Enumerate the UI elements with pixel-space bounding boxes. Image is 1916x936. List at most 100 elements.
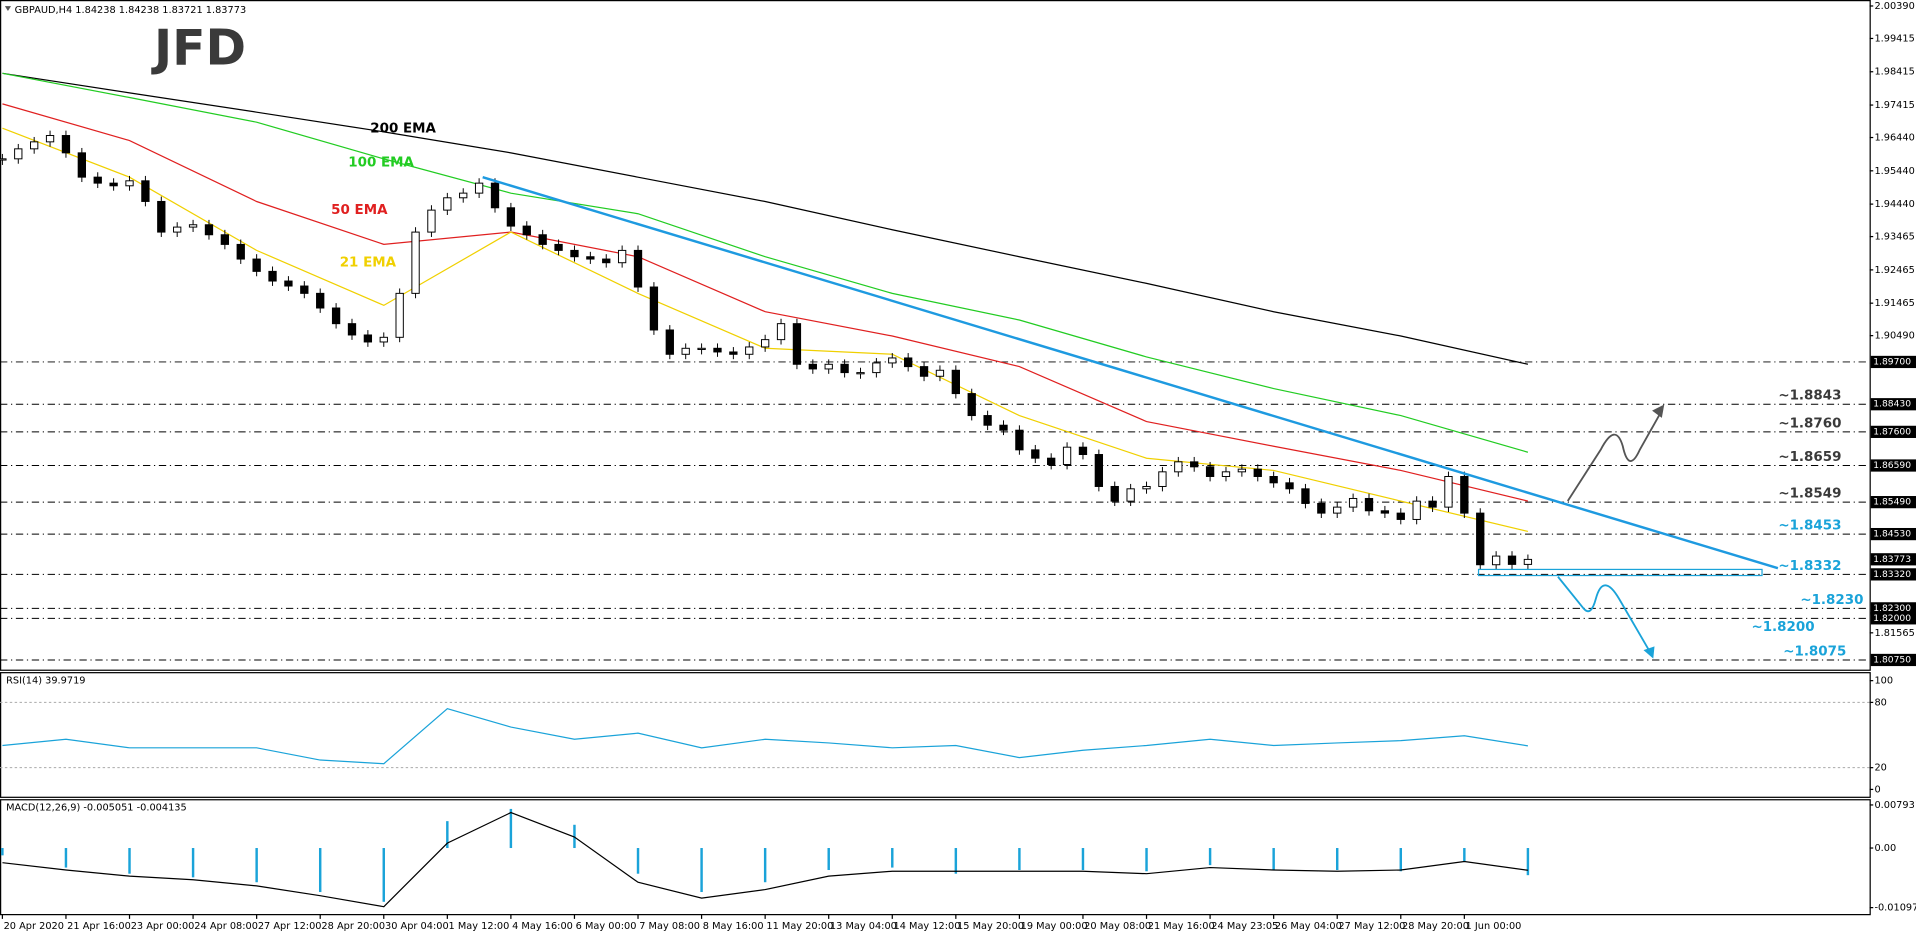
y-tick-label: 1.91465 [1874, 298, 1914, 309]
candle [45, 135, 55, 143]
y-tick-label: 1.93465 [1874, 232, 1914, 243]
x-tick-label: 14 May 12:00 [893, 921, 960, 932]
support-zone [1477, 568, 1763, 577]
x-tick-label: 20 Apr 2020 [4, 921, 64, 932]
x-tick-label: 13 May 04:00 [830, 921, 897, 932]
rsi-panel [0, 672, 1871, 798]
y-tick-label: 0.007931 [1874, 800, 1916, 811]
macd-bar [509, 808, 513, 849]
macd-bar [1526, 848, 1530, 876]
x-tick-label: 21 May 16:00 [1148, 921, 1215, 932]
candle [1301, 488, 1310, 504]
x-tick-label: 28 May 20:00 [1402, 921, 1469, 932]
candle [983, 415, 992, 426]
candle [1062, 446, 1072, 465]
ema-line [2, 103, 1529, 502]
candle [1507, 555, 1517, 565]
candle [1158, 471, 1167, 487]
candle [204, 224, 214, 236]
candle [697, 347, 706, 351]
candle [443, 197, 452, 211]
macd-bar [954, 848, 958, 874]
candle [1190, 461, 1199, 468]
x-tick-label: 4 May 16:00 [512, 921, 573, 932]
macd-bar [1145, 848, 1148, 872]
y-tick-label: 2.00390 [1874, 1, 1914, 12]
ema-label: 100 EMA [348, 156, 414, 171]
candle [1237, 468, 1247, 473]
x-tick-label: 8 May 16:00 [703, 921, 764, 932]
candle [316, 292, 325, 309]
candle [125, 180, 134, 187]
y-tick-label: 100 [1874, 676, 1893, 687]
y-tick-label: 1.92465 [1874, 265, 1914, 276]
level-label-box [1870, 355, 1916, 369]
x-tick-label: 1 May 12:00 [449, 921, 510, 932]
last-price-label: 1.83773 [1873, 554, 1911, 565]
level-label: 1.84530 [1873, 529, 1911, 540]
candle [1380, 510, 1390, 514]
macd-bar [191, 848, 195, 878]
y-tick-label: 1.90490 [1874, 331, 1914, 342]
candle [1476, 512, 1485, 566]
level-note: ~1.8075 [1783, 644, 1846, 659]
level-label-box [1870, 653, 1916, 667]
candle [935, 369, 945, 377]
candle [570, 249, 579, 258]
level-label-box [1870, 398, 1916, 411]
candle [602, 258, 611, 264]
candle [379, 336, 388, 343]
macd-bar [1, 848, 4, 856]
candle [745, 346, 754, 355]
macd-bar [763, 848, 767, 883]
level-label: 1.80750 [1873, 654, 1911, 665]
candle [1174, 461, 1183, 473]
y-tick-label: 0.00 [1874, 843, 1896, 854]
candle [1205, 466, 1215, 477]
candle [633, 249, 643, 288]
level-label: 1.82300 [1873, 603, 1911, 614]
candle [220, 234, 230, 245]
candle [586, 256, 595, 260]
y-tick-label: -0.010975 [1874, 903, 1916, 914]
macd-bar [891, 848, 894, 868]
candle [1253, 468, 1262, 477]
candle [522, 225, 531, 236]
candle [792, 323, 802, 365]
candle [824, 363, 833, 370]
candle [554, 243, 563, 251]
level-label-box [1870, 602, 1916, 615]
candle [760, 339, 770, 348]
level-note: ~1.8230 [1800, 593, 1863, 608]
candle [61, 135, 71, 154]
macd-bar [1018, 848, 1021, 871]
macd-header: MACD(12,26,9) -0.005051 -0.004135 [6, 803, 187, 814]
x-tick-label: 1 Jun 00:00 [1466, 921, 1522, 932]
ema-label: 21 EMA [340, 256, 397, 271]
candle [1047, 457, 1056, 465]
x-tick-label: 24 May 23:05 [1211, 921, 1278, 932]
level-label-box [1870, 496, 1916, 509]
macd-bar [255, 848, 258, 883]
macd-bar [636, 848, 640, 874]
macd-panel [0, 799, 1871, 916]
candle [427, 209, 436, 233]
x-tick-label: 6 May 00:00 [576, 921, 637, 932]
candle [395, 292, 404, 338]
candle [967, 393, 976, 417]
y-tick-label: 1.96440 [1874, 133, 1914, 144]
candle [1110, 485, 1119, 502]
candle [1523, 558, 1533, 565]
candle [1126, 488, 1135, 502]
candle [665, 329, 674, 355]
y-tick-label: 1.95440 [1874, 166, 1914, 177]
candle [30, 141, 39, 150]
rsi-line [2, 708, 1529, 765]
level-label: 1.86590 [1873, 460, 1911, 471]
candle [1221, 471, 1231, 477]
candle [363, 334, 373, 343]
down-arrow-head [1643, 646, 1655, 659]
annotations [482, 176, 1779, 659]
